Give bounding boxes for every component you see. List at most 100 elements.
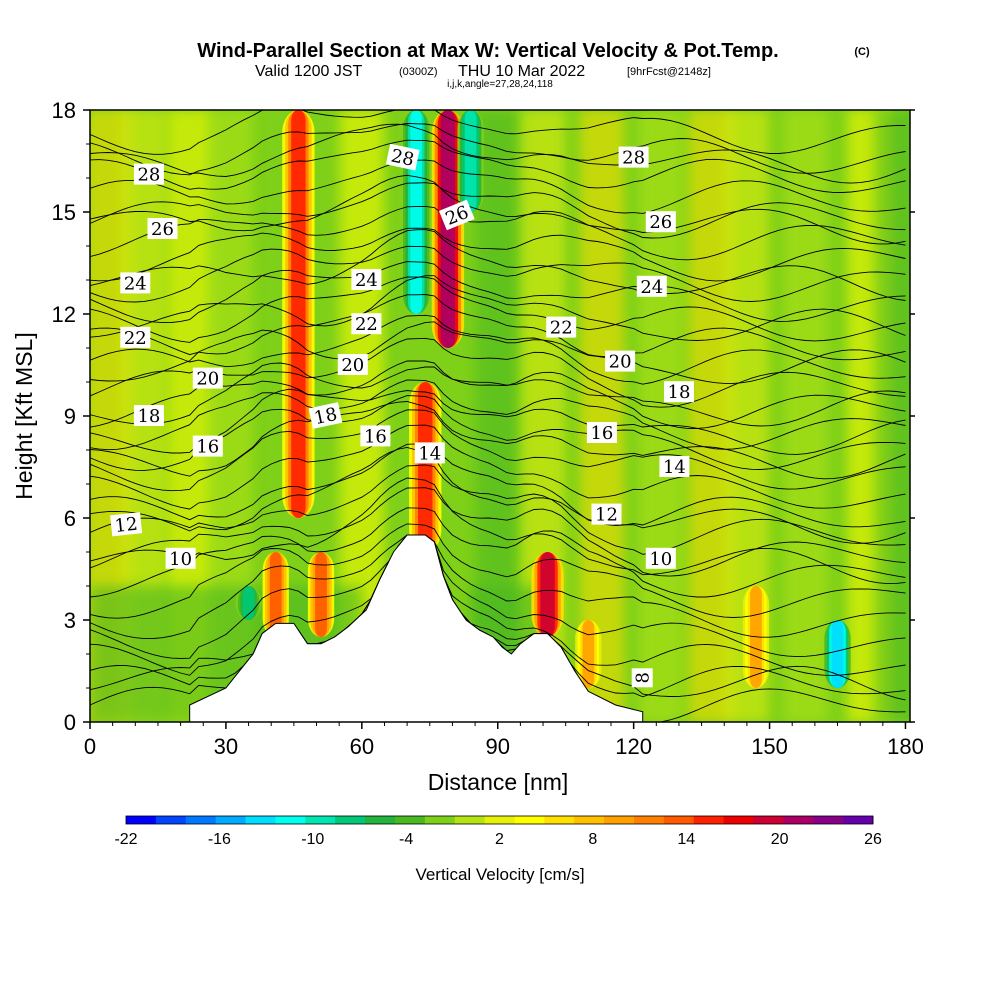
contour-label-16: 14 bbox=[414, 442, 445, 464]
contour-label-box bbox=[120, 326, 151, 348]
contour-label-text: 16 bbox=[196, 437, 219, 458]
x-axis: 0 30 60 90 120 150 180 bbox=[84, 722, 924, 759]
velocity-feature-0-level-3 bbox=[291, 110, 306, 518]
contour-label-9: 28 bbox=[385, 143, 420, 171]
contour-label-text: 18 bbox=[312, 404, 339, 429]
theta-contour-18 bbox=[90, 362, 906, 427]
valid-utc: (0300Z) bbox=[399, 66, 438, 78]
theta-line-11 bbox=[90, 409, 906, 492]
contour-label-6: 16 bbox=[192, 435, 223, 458]
colorbar-tick-label-7: 20 bbox=[771, 831, 789, 848]
colorbar-swatch-9 bbox=[394, 816, 426, 824]
velocity-feature-9-level-3 bbox=[242, 586, 255, 620]
velocity-feature-5-level-3 bbox=[315, 552, 327, 637]
theta-line-25 bbox=[90, 139, 906, 193]
contour-label-7: 12 bbox=[110, 512, 143, 537]
contour-label-text: 18 bbox=[137, 406, 160, 427]
theta-line-8 bbox=[90, 464, 906, 555]
theta-line-24 bbox=[90, 159, 906, 214]
colorbar-swatch-19 bbox=[693, 816, 725, 824]
colorbar-tick-label-6: 14 bbox=[677, 831, 695, 848]
colorbar-swatch-12 bbox=[484, 816, 515, 824]
theta-contour-12 bbox=[90, 446, 906, 544]
theta-contour-8 bbox=[90, 534, 906, 701]
velocity-feature-5 bbox=[307, 552, 335, 637]
contour-label-text: 20 bbox=[341, 355, 364, 376]
velocity-feature-2 bbox=[409, 382, 442, 552]
forecast-info: [9hrFcst@2148z] bbox=[627, 66, 711, 78]
contour-label-26: 24 bbox=[636, 275, 667, 298]
colorbar-swatch-21 bbox=[753, 816, 784, 824]
colorbar-swatch-1 bbox=[155, 816, 187, 824]
y-axis-label: Height [Kft MSL] bbox=[11, 332, 37, 499]
colorbar-swatch-6 bbox=[305, 816, 336, 824]
velocity-feature-3-level-3 bbox=[540, 552, 555, 637]
colorbar-tick-label-4: 2 bbox=[495, 831, 504, 848]
colorbar-swatch-4 bbox=[245, 816, 276, 824]
contour-label-box bbox=[308, 402, 343, 429]
contour-label-box bbox=[147, 218, 178, 239]
colorbar-swatch-10 bbox=[424, 816, 456, 824]
x-tick-label-150: 150 bbox=[751, 734, 788, 759]
theta-line-23 bbox=[90, 182, 906, 239]
contour-label-text: 28 bbox=[137, 165, 160, 186]
colorbar-tick-label-8: 26 bbox=[864, 831, 882, 848]
contour-label-22: 12 bbox=[591, 503, 622, 526]
theta-line-27 bbox=[90, 110, 906, 155]
contour-label-box bbox=[192, 367, 223, 389]
contour-label-box bbox=[414, 442, 445, 464]
theta-contour-10 bbox=[90, 477, 906, 585]
contour-label-text: 24 bbox=[640, 277, 663, 298]
contour-label-19: 18 bbox=[664, 381, 694, 403]
contour-label-box bbox=[631, 668, 653, 688]
theta-line-21 bbox=[90, 227, 906, 282]
colorbar-swatch-22 bbox=[783, 816, 814, 824]
contour-label-text: 20 bbox=[196, 369, 219, 390]
contour-labels: 28 26 24 22 20 18 16 12 10 28 26 24 22 20 18 16 14 22 20 18… bbox=[110, 143, 694, 688]
contour-label-8: 10 bbox=[165, 547, 196, 570]
velocity-feature-8 bbox=[824, 620, 851, 688]
theta-line-6 bbox=[90, 507, 906, 598]
theta-line-4 bbox=[90, 534, 906, 640]
plot-area: 28 26 24 22 20 18 16 12 10 28 26 24 22 20 18 16 14 22 20 18… bbox=[90, 110, 910, 722]
contour-label-box bbox=[110, 512, 143, 537]
contour-label-box bbox=[438, 199, 475, 231]
theta-contour-14 bbox=[90, 401, 906, 480]
velocity-feature-11-level-3 bbox=[582, 620, 595, 688]
contour-label-text: 26 bbox=[151, 219, 174, 240]
y-tick-label-9: 9 bbox=[64, 404, 76, 429]
contour-label-box bbox=[385, 143, 420, 171]
contour-label-3: 22 bbox=[120, 326, 151, 349]
theta-line-12 bbox=[90, 395, 906, 471]
y-tick-label-12: 12 bbox=[52, 302, 76, 327]
contour-label-5: 18 bbox=[133, 405, 164, 427]
colorbar: -22 -16 -10 -4 2 8 14 20 26 bbox=[114, 815, 882, 848]
contour-label-text: 24 bbox=[124, 273, 147, 294]
theta-line-17 bbox=[90, 294, 906, 361]
contour-label-box bbox=[659, 456, 690, 477]
velocity-feature-11 bbox=[575, 620, 602, 688]
colorbar-swatch-5 bbox=[275, 816, 306, 824]
velocity-feature-9 bbox=[235, 586, 262, 620]
theta-line-1 bbox=[90, 534, 906, 698]
contour-label-2: 24 bbox=[120, 272, 151, 294]
y-tick-label-3: 3 bbox=[64, 608, 76, 633]
x-tick-label-120: 120 bbox=[615, 734, 652, 759]
contour-label-0: 28 bbox=[133, 163, 164, 186]
contour-label-text: 10 bbox=[169, 549, 192, 570]
contour-label-box bbox=[636, 275, 667, 297]
theta-line-13 bbox=[90, 379, 906, 451]
contour-label-box bbox=[546, 316, 577, 338]
valid-date: THU 10 Mar 2022 bbox=[458, 63, 585, 80]
contour-label-text: 18 bbox=[668, 382, 691, 403]
colorbar-tick-label-2: -10 bbox=[301, 831, 324, 848]
colorbar-tick-label-1: -16 bbox=[208, 831, 231, 848]
velocity-feature-7-level-3 bbox=[464, 110, 477, 212]
theta-line-16 bbox=[90, 314, 906, 385]
contour-label-text: 26 bbox=[649, 212, 672, 233]
contour-label-text: 24 bbox=[355, 270, 378, 291]
colorbar-tick-label-0: -22 bbox=[114, 831, 137, 848]
contour-label-text: 16 bbox=[590, 423, 613, 444]
contour-label-18: 20 bbox=[605, 350, 636, 373]
